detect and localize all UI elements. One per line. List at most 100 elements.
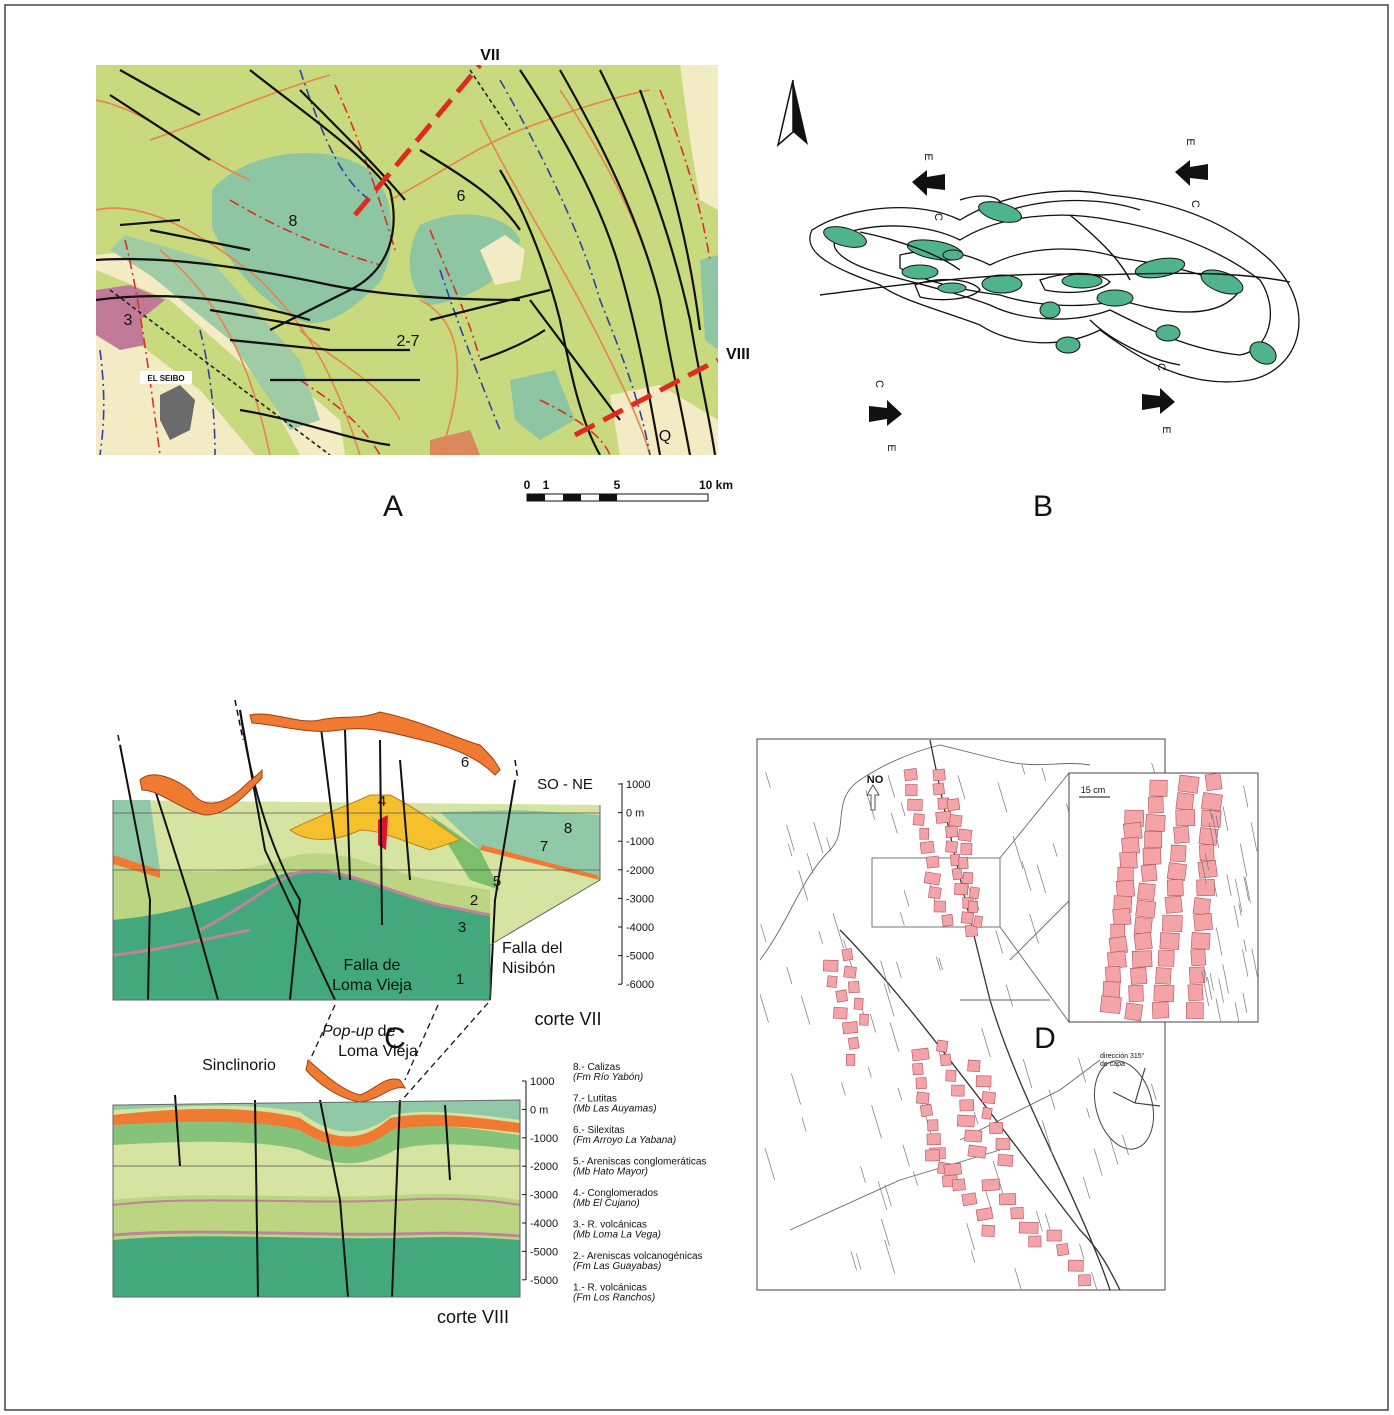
bed-block bbox=[947, 799, 960, 811]
bed-block bbox=[951, 1085, 964, 1096]
popup-label: Pop-up bbox=[322, 1023, 374, 1040]
unit-label: 4 bbox=[378, 793, 386, 810]
unit-label: 8 bbox=[289, 213, 298, 230]
bed-block bbox=[982, 1225, 995, 1237]
bed-block bbox=[1068, 1260, 1083, 1271]
fold-cores bbox=[1062, 274, 1102, 288]
stress-label: E bbox=[1184, 138, 1196, 145]
depth-label: -1000 bbox=[530, 1133, 558, 1145]
bed-block bbox=[1019, 1222, 1038, 1233]
unit-label: 3 bbox=[124, 312, 133, 329]
bed-block bbox=[968, 1145, 987, 1158]
bed-block bbox=[968, 1060, 981, 1072]
panel-label: D bbox=[1034, 1022, 1056, 1055]
bed-block bbox=[1029, 1236, 1041, 1247]
bed-block bbox=[949, 814, 962, 826]
structure-label: Sinclinorio bbox=[202, 1057, 276, 1074]
bed-block bbox=[1145, 831, 1162, 847]
bed-block bbox=[848, 981, 859, 993]
bed-block bbox=[1201, 793, 1222, 811]
bed-block bbox=[925, 1150, 939, 1161]
depth-label: -5000 bbox=[626, 951, 654, 963]
bed-block bbox=[916, 1092, 929, 1104]
bed-block bbox=[1121, 837, 1139, 855]
bed-block bbox=[1198, 860, 1218, 878]
cross-section-viii bbox=[113, 1060, 520, 1297]
bed-block bbox=[1100, 996, 1121, 1014]
scale-label: 1 bbox=[543, 478, 550, 492]
bed-block bbox=[928, 886, 941, 899]
bed-block bbox=[908, 799, 923, 810]
depth-axis: 10000 m-1000-2000-3000-4000-5000-6000 bbox=[618, 779, 654, 991]
scale-label: 10 km bbox=[699, 478, 733, 492]
bed-block bbox=[848, 1037, 859, 1049]
unit-label: 6 bbox=[461, 754, 469, 771]
bed-block bbox=[912, 1063, 923, 1075]
stress-label: E bbox=[922, 153, 934, 160]
north-arrow bbox=[793, 80, 808, 145]
fold-cores bbox=[938, 283, 966, 293]
bed-block bbox=[1011, 1207, 1024, 1219]
scale-bar bbox=[599, 494, 617, 501]
bed-block bbox=[976, 1076, 991, 1087]
bed-block bbox=[973, 916, 982, 928]
depth-label: 0 m bbox=[626, 808, 644, 820]
bed-block bbox=[836, 990, 848, 1003]
depth-label: 1000 bbox=[626, 779, 650, 791]
bed-block bbox=[1113, 908, 1132, 926]
bed-block bbox=[959, 857, 969, 868]
bed-block bbox=[1199, 844, 1214, 861]
bed-block bbox=[1191, 949, 1206, 966]
bed-block bbox=[982, 1107, 993, 1119]
stereonet-label: de capa bbox=[1100, 1061, 1125, 1068]
bed-block bbox=[945, 826, 958, 838]
bed-block bbox=[1107, 951, 1126, 969]
bed-block bbox=[926, 856, 939, 868]
bed-block bbox=[961, 843, 972, 854]
legend-formation: (Fm Los Ranchos) bbox=[573, 1293, 655, 1304]
depth-axis: 10000 m-1000-2000-3000-4000-5000-5000 bbox=[522, 1076, 558, 1287]
unit-label: 7 bbox=[540, 838, 548, 855]
bed-block bbox=[1193, 898, 1211, 916]
bed-block bbox=[1162, 915, 1182, 932]
bed-block bbox=[1132, 951, 1152, 968]
bed-block bbox=[833, 1007, 847, 1019]
bed-block bbox=[920, 828, 929, 839]
bed-block bbox=[1105, 966, 1120, 983]
bed-block bbox=[916, 1077, 927, 1088]
stress-arrow bbox=[1142, 388, 1175, 414]
fault-label: Loma Vieja bbox=[332, 977, 412, 994]
bed-block bbox=[1167, 863, 1186, 881]
section-line-label: VII bbox=[480, 47, 500, 64]
bed-block bbox=[1143, 848, 1161, 865]
bed-block bbox=[854, 998, 863, 1010]
legend: 8.- Calizas(Fm Río Yabón)7.- Lutitas(Mb … bbox=[573, 1062, 706, 1304]
bed-block bbox=[1120, 852, 1138, 869]
bed-block bbox=[912, 1048, 930, 1061]
bed-block bbox=[1150, 780, 1168, 796]
bed-block bbox=[1205, 773, 1222, 791]
unit-label: 8 bbox=[564, 820, 572, 837]
stress-label: C bbox=[873, 380, 885, 388]
scale-bar bbox=[563, 494, 581, 501]
stress-label: E bbox=[885, 444, 897, 451]
bed-block bbox=[1125, 1003, 1143, 1021]
panel-label: C bbox=[384, 1022, 406, 1055]
bed-block bbox=[1178, 775, 1199, 793]
bed-block bbox=[1160, 933, 1180, 950]
section-line-label: VIII bbox=[726, 346, 750, 363]
bed-block bbox=[942, 914, 954, 926]
depth-label: -2000 bbox=[626, 865, 654, 877]
bed-block bbox=[1194, 913, 1213, 931]
bed-block bbox=[960, 1100, 974, 1111]
bed-block bbox=[1152, 1002, 1169, 1019]
legend-formation: (Mb Loma La Vega) bbox=[573, 1230, 661, 1241]
bed-block bbox=[924, 872, 941, 885]
bed-block bbox=[952, 1179, 965, 1191]
bed-block bbox=[954, 883, 968, 895]
bed-block bbox=[936, 811, 952, 823]
bed-block bbox=[859, 1014, 868, 1025]
depth-label: -5000 bbox=[530, 1246, 558, 1258]
bed-block bbox=[1047, 1230, 1061, 1241]
bed-block bbox=[1116, 880, 1135, 897]
